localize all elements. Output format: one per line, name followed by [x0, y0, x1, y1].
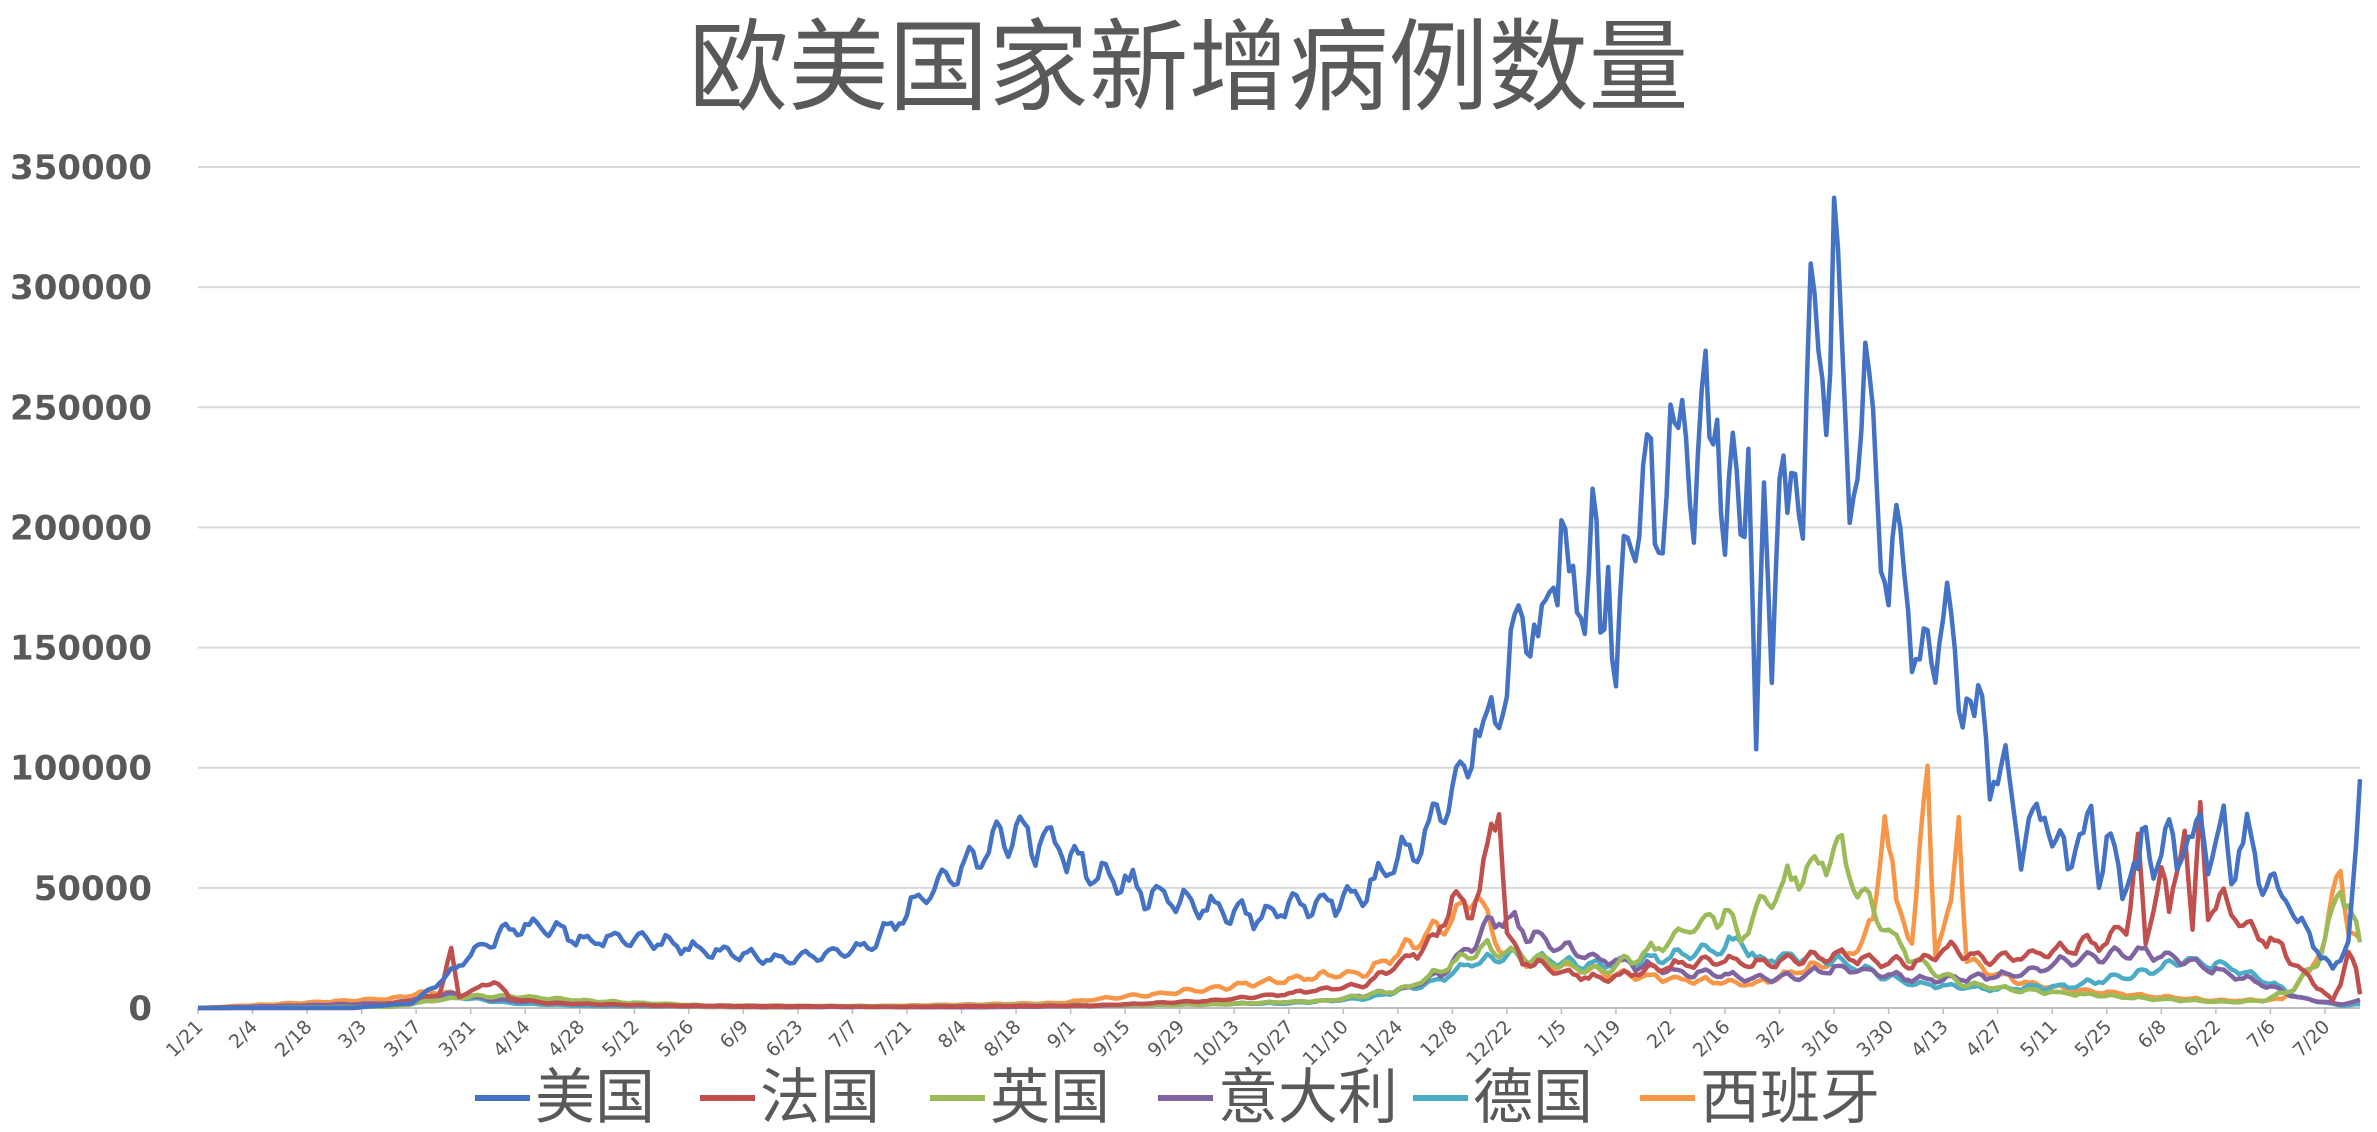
x-tick-label: 4/28 — [544, 1016, 590, 1062]
x-tick-label: 2/16 — [1689, 1016, 1735, 1062]
x-tick-label: 4/27 — [1962, 1016, 2008, 1062]
legend-label: 英国 — [990, 1063, 1110, 1132]
y-tick-label: 300000 — [10, 268, 152, 308]
x-tick-label: 4/13 — [1907, 1016, 1953, 1062]
x-tick-label: 2/2 — [1643, 1016, 1680, 1053]
x-tick-label: 3/2 — [1752, 1016, 1789, 1053]
series-lines — [197, 195, 2363, 1011]
y-tick-label: 200000 — [10, 508, 152, 548]
x-tick-label: 3/17 — [380, 1016, 426, 1062]
x-tick-label: 7/7 — [825, 1016, 862, 1053]
series-line-2 — [198, 832, 2363, 1011]
x-tick-label: 2/18 — [271, 1016, 317, 1062]
x-tick-label: 4/14 — [489, 1016, 535, 1062]
y-tick-label: 350000 — [10, 148, 152, 188]
x-tick-label: 6/23 — [762, 1016, 808, 1062]
x-tick-label: 1/5 — [1534, 1016, 1571, 1053]
legend-label: 意大利 — [1218, 1063, 1398, 1132]
x-tick-label: 9/1 — [1043, 1016, 1080, 1053]
series-line-0 — [198, 195, 2363, 1011]
x-tick-label: 6/9 — [716, 1016, 753, 1053]
legend: 美国 法国 英国 意大利 德国 西班牙 — [475, 1063, 1880, 1132]
series-line-1 — [198, 799, 2363, 1011]
x-tick-label: 7/20 — [2289, 1016, 2335, 1062]
x-tick-label: 5/25 — [2071, 1016, 2117, 1062]
x-tick-label: 5/11 — [2016, 1016, 2062, 1062]
x-tick-label: 3/31 — [434, 1016, 480, 1062]
gridlines — [198, 166, 2360, 1009]
x-tick-label: 3/16 — [1798, 1016, 1844, 1062]
y-axis: 0 50000 100000 150000 200000 250000 300000 3500… — [10, 148, 152, 1029]
legend-label: 西班牙 — [1700, 1063, 1880, 1132]
x-tick-label: 2/4 — [225, 1016, 262, 1053]
x-tick-label: 8/18 — [980, 1016, 1026, 1062]
x-axis: 1/21 2/4 2/18 3/3 3/17 3/31 4/14 4/28 5/12 5/26 6/… — [162, 1008, 2335, 1070]
x-tick-label: 8/4 — [934, 1016, 971, 1053]
chart-title: 欧美国家新增病例数量 — [688, 9, 1689, 126]
x-tick-label: 5/12 — [598, 1016, 644, 1062]
y-tick-label: 250000 — [10, 388, 152, 428]
x-tick-label: 3/30 — [1852, 1016, 1898, 1062]
y-tick-label: 0 — [128, 989, 152, 1029]
x-tick-label: 1/21 — [162, 1016, 208, 1062]
x-tick-label: 3/3 — [334, 1016, 371, 1053]
y-tick-label: 150000 — [10, 629, 152, 669]
x-tick-label: 7/21 — [871, 1016, 917, 1062]
x-tick-label: 9/15 — [1089, 1016, 1135, 1062]
legend-label: 德国 — [1473, 1063, 1593, 1132]
x-tick-label: 1/19 — [1580, 1016, 1626, 1062]
y-tick-label: 50000 — [34, 869, 152, 909]
legend-label: 美国 — [535, 1063, 655, 1132]
x-tick-label: 5/26 — [653, 1016, 699, 1062]
y-tick-label: 100000 — [10, 749, 152, 789]
legend-label: 法国 — [760, 1063, 880, 1132]
x-tick-label: 12/8 — [1416, 1016, 1462, 1062]
x-tick-label: 7/6 — [2243, 1016, 2280, 1053]
x-tick-label: 6/22 — [2180, 1016, 2226, 1062]
x-tick-label: 6/8 — [2134, 1016, 2171, 1053]
x-tick-label: 9/29 — [1143, 1016, 1189, 1062]
